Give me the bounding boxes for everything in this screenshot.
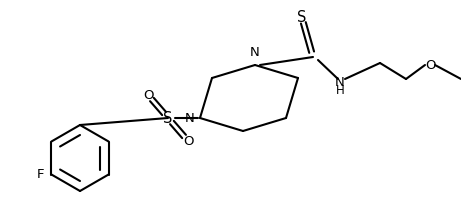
Text: S: S xyxy=(163,111,173,126)
Text: N: N xyxy=(335,75,345,89)
Text: N: N xyxy=(184,111,194,124)
Text: H: H xyxy=(336,83,344,97)
Text: S: S xyxy=(297,10,307,26)
Text: O: O xyxy=(425,58,435,72)
Text: O: O xyxy=(143,89,153,102)
Text: N: N xyxy=(250,46,260,59)
Text: O: O xyxy=(183,135,193,148)
Text: F: F xyxy=(37,168,44,181)
